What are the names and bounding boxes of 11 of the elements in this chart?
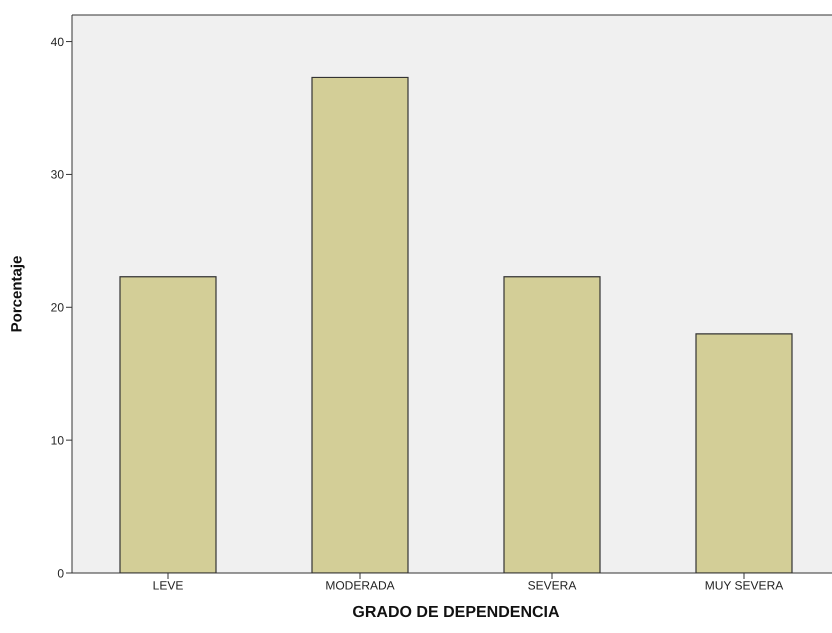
x-tick-label: SEVERA xyxy=(528,578,576,593)
y-tick-label: 30 xyxy=(50,168,64,182)
x-tick-label: MODERADA xyxy=(325,578,395,593)
y-tick-label: 10 xyxy=(50,433,64,448)
x-tick-label: LEVE xyxy=(152,578,184,593)
x-tick-label: MUY SEVERA xyxy=(704,578,784,593)
x-axis-title: GRADO DE DEPENDENCIA xyxy=(352,604,560,621)
y-tick-label: 20 xyxy=(50,300,64,315)
y-axis-title: Porcentaje xyxy=(8,256,26,332)
y-tick-label: 40 xyxy=(50,34,64,49)
y-tick-label: 0 xyxy=(57,566,64,580)
